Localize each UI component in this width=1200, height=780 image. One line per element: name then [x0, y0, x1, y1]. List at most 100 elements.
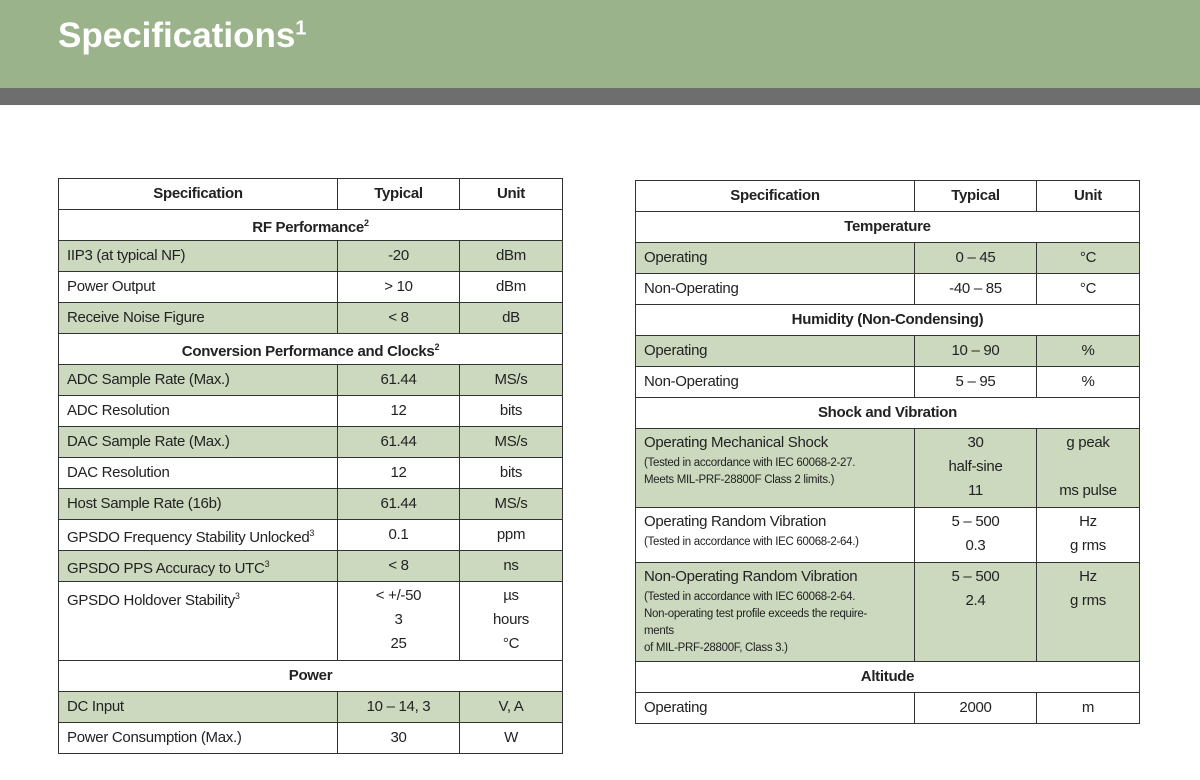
section-cell: Shock and Vibration	[635, 397, 1140, 429]
unit-cell: °C	[1036, 273, 1140, 305]
spec-name: Power Consumption (Max.)	[67, 729, 242, 746]
spec-name: Non-Operating Random Vibration	[644, 568, 858, 585]
spec-name: Operating	[644, 249, 708, 266]
spec-cell: ADC Sample Rate (Max.)	[58, 364, 338, 396]
section-cell: Humidity (Non-Condensing)	[635, 304, 1140, 336]
section-cell: Conversion Performance and Clocks2	[58, 333, 563, 365]
typical-cell: 61.44	[337, 426, 460, 458]
spec-row: GPSDO Holdover Stability3 < +/-50 3 25 µs hou…	[58, 581, 563, 661]
spec-row: DAC Sample Rate (Max.) 61.44 MS/s	[58, 426, 563, 458]
typical-value: -40 – 85	[949, 280, 1002, 297]
spec-row: ADC Sample Rate (Max.) 61.44 MS/s	[58, 364, 563, 396]
unit-value: %	[1081, 373, 1095, 390]
section-row: Power	[58, 660, 563, 692]
spec-cell: Receive Noise Figure	[58, 302, 338, 334]
typical-cell: -40 – 85	[914, 273, 1037, 305]
spec-cell: DAC Resolution	[58, 457, 338, 489]
unit-cell: %	[1036, 335, 1140, 367]
section-row: Shock and Vibration	[635, 397, 1140, 429]
spec-note: (Tested in accordance with IEC 60068-2-2…	[644, 457, 856, 469]
spec-name: GPSDO Holdover Stability	[67, 592, 235, 609]
spec-row: Power Output > 10 dBm	[58, 271, 563, 303]
typical-cell: 2000	[914, 692, 1037, 724]
spec-row: GPSDO PPS Accuracy to UTC3 < 8 ns	[58, 550, 563, 582]
spec-cell: ADC Resolution	[58, 395, 338, 427]
typical-value: half-sine	[948, 458, 1003, 475]
section-cell: Power	[58, 660, 563, 692]
unit-value: ns	[503, 557, 519, 574]
typical-value: 2.4	[965, 592, 986, 609]
title-footnote: 1	[295, 17, 307, 40]
page-title: Specifications1	[58, 16, 306, 56]
header-band	[0, 0, 1200, 88]
spec-note: (Tested in accordance with IEC 60068-2-6…	[644, 591, 856, 603]
unit-value: %	[1081, 342, 1095, 359]
typical-value: 10 – 90	[951, 342, 1000, 359]
spec-row: IIP3 (at typical NF) -20 dBm	[58, 240, 563, 272]
typical-value: < 8	[388, 309, 409, 326]
unit-cell: V, A	[459, 691, 563, 723]
typical-value: 61.44	[380, 371, 417, 388]
spec-row: Non-Operating -40 – 85 °C	[635, 273, 1140, 305]
spec-row: Non-Operating Random Vibration (Tested in…	[635, 562, 1140, 662]
spec-row: Power Consumption (Max.) 30 W	[58, 722, 563, 754]
unit-value: Hz	[1079, 568, 1097, 585]
unit-value: MS/s	[494, 433, 528, 450]
unit-value: g rms	[1069, 592, 1106, 609]
section-row: RF Performance2	[58, 209, 563, 241]
spec-cell: GPSDO PPS Accuracy to UTC3	[58, 550, 338, 582]
spec-row: Non-Operating 5 – 95%	[635, 366, 1140, 398]
unit-cell: ns	[459, 550, 563, 582]
spec-cell: DC Input	[58, 691, 338, 723]
typical-value: 5 – 95	[955, 373, 996, 390]
spec-name: ADC Sample Rate (Max.)	[67, 371, 230, 388]
section-title: Shock and Vibration	[817, 404, 958, 421]
spec-row: DC Input 10 – 14, 3 V, A	[58, 691, 563, 723]
spec-name: IIP3 (at typical NF)	[67, 247, 186, 264]
unit-cell: MS/s	[459, 364, 563, 396]
section-title: Power	[288, 667, 333, 684]
typical-value: 12	[390, 464, 407, 481]
spec-cell: Operating	[635, 242, 915, 274]
spec-name: GPSDO PPS Accuracy to UTC	[67, 559, 265, 577]
spec-note: Non-operating test profile exceeds the r…	[644, 608, 868, 620]
typical-cell: 30	[337, 722, 460, 754]
typical-value: 12	[390, 402, 407, 419]
spec-note: ments	[644, 625, 674, 637]
header-row: Specification Typical Unit	[635, 180, 1140, 212]
spec-note: of MIL-PRF-28800F, Class 3.)	[644, 642, 788, 654]
unit-value: dB	[502, 309, 520, 326]
unit-cell: µs hours °C	[459, 581, 563, 661]
typical-value: -20	[388, 247, 409, 264]
typical-value: 30	[967, 434, 984, 451]
spec-note: (Tested in accordance with IEC 60068-2-6…	[644, 536, 859, 548]
footnote-ref: 2	[363, 217, 369, 228]
spec-row: Receive Noise Figure < 8 dB	[58, 302, 563, 334]
section-row: Conversion Performance and Clocks2	[58, 333, 563, 365]
spec-table: Specification Typical Unit Temperature Opera…	[635, 180, 1140, 724]
spec-name: Non-Operating	[644, 373, 739, 390]
spec-row: Operating 0 – 45 °C	[635, 242, 1140, 274]
unit-cell: Hz g rms	[1036, 507, 1140, 563]
spec-note: Meets MIL-PRF-28800F Class 2 limits.)	[644, 474, 835, 486]
spec-cell: Power Consumption (Max.)	[58, 722, 338, 754]
unit-value: MS/s	[494, 371, 528, 388]
unit-value: °C	[1079, 249, 1097, 266]
column-header: Typical	[914, 180, 1037, 212]
unit-value: hours	[492, 611, 530, 628]
typical-value: 3	[394, 611, 403, 628]
spec-row: Operating Random Vibration (Tested in acc…	[635, 507, 1140, 563]
spec-cell: Power Output	[58, 271, 338, 303]
unit-value: dBm	[496, 278, 526, 295]
spec-cell: GPSDO Frequency Stability Unlocked3	[58, 519, 338, 551]
spec-name: ADC Resolution	[67, 402, 170, 419]
spec-cell: DAC Sample Rate (Max.)	[58, 426, 338, 458]
typical-cell: 61.44	[337, 364, 460, 396]
typical-cell: < 8	[337, 302, 460, 334]
title-text: Specifications	[58, 16, 296, 55]
typical-cell: 30 half-sine 11	[914, 428, 1037, 508]
section-title: Humidity (Non-Condensing)	[791, 311, 984, 328]
table-body: Specification Typical Unit Temperature Opera…	[635, 180, 1140, 724]
section-title: Temperature	[844, 218, 931, 235]
